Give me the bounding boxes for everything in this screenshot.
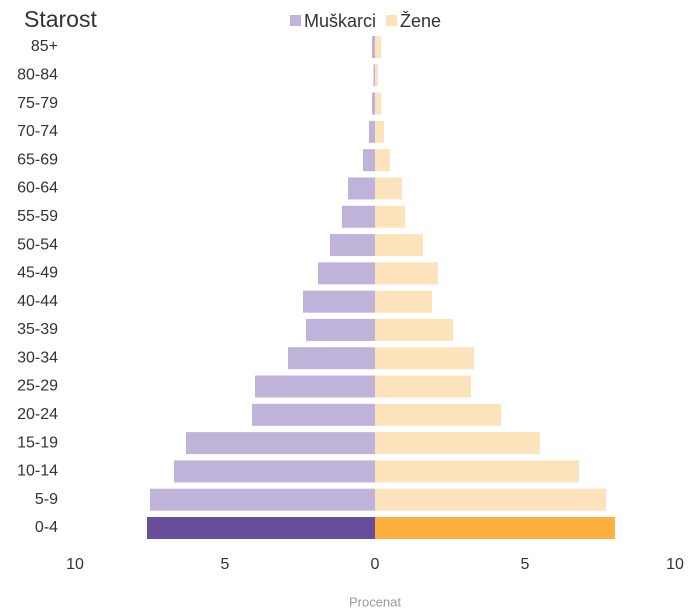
bar: [363, 149, 375, 172]
bar: [342, 205, 375, 228]
bar: [147, 517, 375, 539]
bar: [375, 375, 471, 398]
bar: [375, 517, 615, 539]
bar: [255, 375, 375, 398]
y-tick-label: 65-69: [17, 151, 58, 168]
y-tick-label: 0-4: [35, 519, 58, 536]
bar: [375, 262, 438, 285]
y-tick-label: 80-84: [17, 67, 58, 84]
x-axis-label: Procenat: [349, 594, 401, 609]
bar: [372, 92, 375, 115]
bar: [150, 488, 375, 511]
bar: [375, 205, 405, 228]
bar: [375, 488, 606, 511]
bar: [375, 234, 423, 257]
bar: [303, 290, 375, 313]
y-tick-label: 35-39: [17, 321, 58, 338]
bar: [375, 92, 381, 115]
y-tick-label: 40-44: [17, 293, 58, 310]
y-tick-label: 25-29: [17, 378, 58, 395]
bar: [375, 64, 378, 87]
x-tick-label: 0: [371, 556, 380, 573]
y-tick-label: 60-64: [17, 180, 58, 197]
bar: [369, 120, 375, 143]
y-tick-label: 30-34: [17, 349, 58, 366]
bar: [288, 347, 375, 370]
bar: [375, 149, 390, 172]
bar: [375, 120, 384, 143]
x-tick-label: 5: [521, 556, 530, 573]
bar: [375, 347, 474, 370]
y-tick-label: 50-54: [17, 236, 58, 253]
bar: [375, 177, 402, 200]
y-tick-label: 85+: [31, 38, 58, 55]
bar: [375, 290, 432, 313]
y-tick-label: 55-59: [17, 208, 58, 225]
bar: [375, 403, 501, 426]
bar: [318, 262, 375, 285]
bar: [372, 36, 375, 58]
bar: [375, 318, 453, 341]
bar: [252, 403, 375, 426]
bar: [375, 36, 381, 58]
chart-title: Starost: [24, 6, 97, 32]
bar: [375, 460, 579, 483]
bar: [306, 318, 375, 341]
y-tick-label: 45-49: [17, 265, 58, 282]
bar: [186, 432, 375, 455]
legend-swatch: [290, 15, 301, 26]
x-tick-label: 10: [66, 556, 84, 573]
bar: [330, 234, 375, 257]
y-tick-label: 10-14: [17, 463, 58, 480]
y-tick-label: 75-79: [17, 95, 58, 112]
bar: [174, 460, 375, 483]
x-tick-label: 5: [221, 556, 230, 573]
y-tick-label: 15-19: [17, 434, 58, 451]
legend-swatch: [386, 15, 398, 26]
y-tick-label: 70-74: [17, 123, 58, 140]
bar: [348, 177, 375, 200]
legend-label: Muškarci: [304, 11, 376, 31]
bar: [373, 64, 375, 87]
bar: [375, 432, 540, 455]
x-tick-label: 10: [666, 556, 684, 573]
y-tick-label: 20-24: [17, 406, 58, 423]
y-tick-label: 5-9: [35, 491, 58, 508]
legend-label: Žene: [400, 11, 441, 31]
